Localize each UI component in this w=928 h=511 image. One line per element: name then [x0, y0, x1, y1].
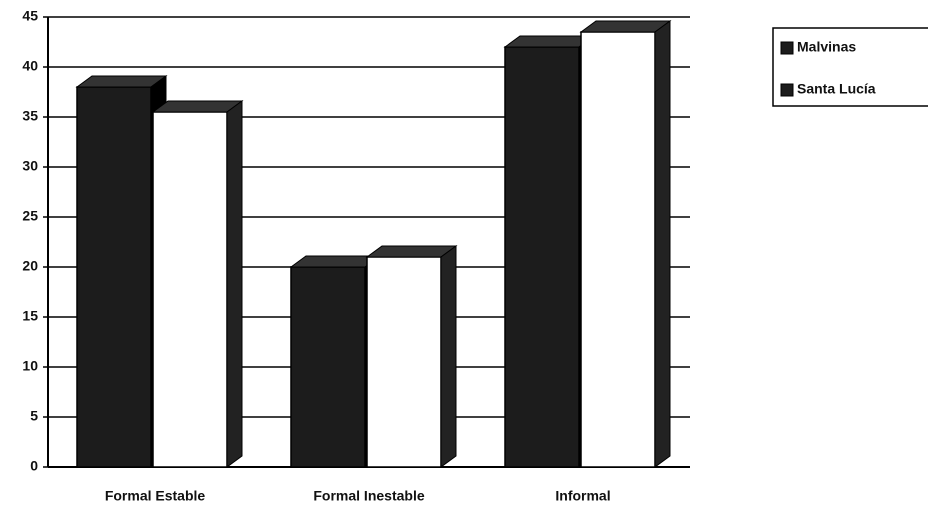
legend-box	[772, 27, 928, 107]
y-tick-label: 45	[22, 8, 38, 24]
x-tick-label: Formal Inestable	[313, 488, 424, 504]
legend-label: Malvinas	[797, 39, 856, 55]
x-tick-label: Formal Estable	[105, 488, 206, 504]
y-tick-label: 40	[22, 58, 38, 74]
y-tick-label: 10	[22, 358, 38, 374]
y-tick-label: 0	[30, 458, 38, 474]
x-tick-label: Informal	[555, 488, 610, 504]
y-tick-label: 20	[22, 258, 38, 274]
legend-label: Santa Lucía	[797, 81, 876, 97]
bar	[76, 86, 152, 468]
bar-side	[440, 245, 457, 468]
bar	[290, 266, 366, 468]
bar-side	[226, 100, 243, 468]
bar	[366, 256, 442, 468]
y-tick-label: 5	[30, 408, 38, 424]
bar	[580, 31, 656, 468]
bar-side	[654, 20, 671, 468]
bar	[152, 111, 228, 468]
y-tick-label: 30	[22, 158, 38, 174]
legend-swatch	[780, 83, 794, 97]
bar	[504, 46, 580, 468]
legend-swatch	[780, 41, 794, 55]
y-tick-label: 25	[22, 208, 38, 224]
y-tick-label: 35	[22, 108, 38, 124]
y-tick-label: 15	[22, 308, 38, 324]
